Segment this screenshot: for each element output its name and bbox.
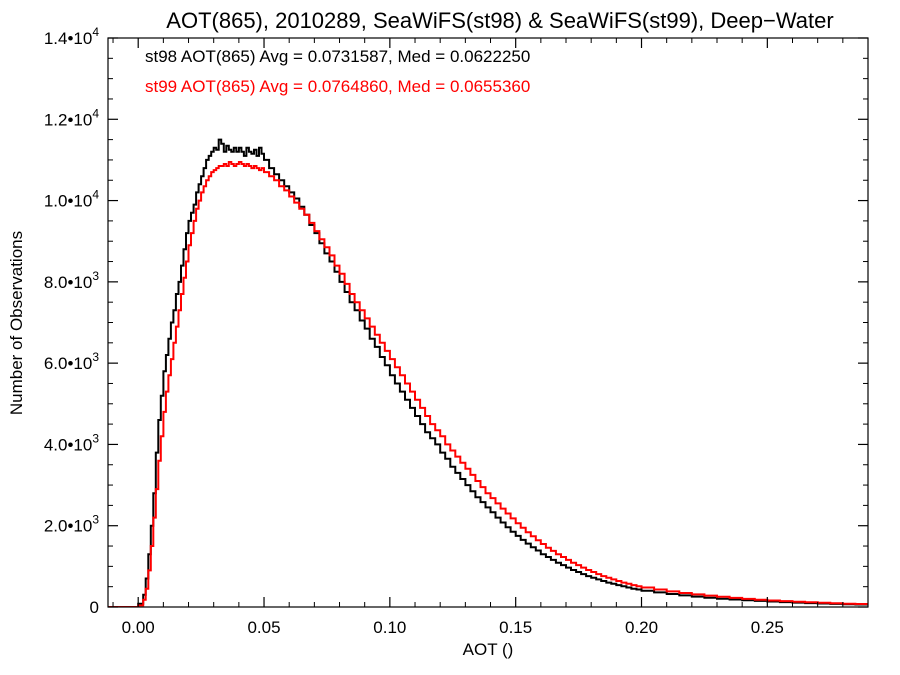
x-axis-label: AOT () [463,640,514,659]
histogram-series [108,138,868,607]
x-tick-label: 0.25 [751,618,784,637]
x-tick-label: 0.15 [499,618,532,637]
stats-annotations: st98 AOT(865) Avg = 0.0731587, Med = 0.0… [145,47,530,96]
y-tick-label: 1.4•104 [44,25,100,48]
st99-stats-annotation: st99 AOT(865) Avg = 0.0764860, Med = 0.0… [145,77,530,96]
y-tick-label: 6.0•103 [44,350,100,373]
y-tick-label: 2.0•103 [44,513,100,536]
x-tick-label: 0.00 [122,618,155,637]
st98-stats-annotation: st98 AOT(865) Avg = 0.0731587, Med = 0.0… [145,47,530,66]
x-tick-label: 0.20 [625,618,658,637]
y-tick-label: 4.0•103 [44,431,100,454]
y-axis-ticks: 0 2.0•103 4.0•103 6.0•103 8.0•103 1.0•104 1.2•… [44,25,868,617]
y-axis-label: Number of Observations [7,231,26,415]
y-tick-label: 8.0•103 [44,269,100,292]
series-line-1 [108,161,868,607]
x-tick-label: 0.10 [373,618,406,637]
chart-title: AOT(865), 2010289, SeaWiFS(st98) & SeaWi… [166,8,833,33]
series-line-0 [108,138,868,607]
x-tick-label: 0.05 [247,618,280,637]
x-axis-ticks: 0.00 0.05 0.10 0.15 0.20 0.25 [112,38,844,637]
y-tick-label: 0 [90,598,99,617]
y-tick-label: 1.2•104 [44,106,100,129]
y-tick-label: 1.0•104 [44,188,100,211]
plot-frame [107,37,869,608]
